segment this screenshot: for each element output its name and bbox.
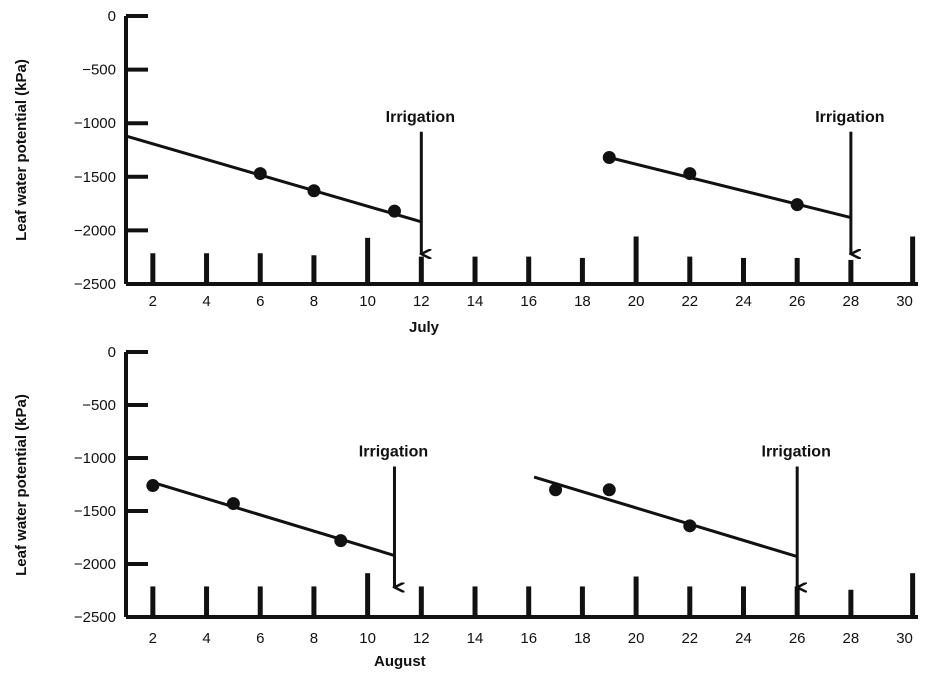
july-day-bar xyxy=(848,259,854,284)
august-data-point xyxy=(602,483,616,497)
august-y-tick-label: −1500 xyxy=(74,503,116,520)
july-data-point xyxy=(683,167,697,181)
august-data-point xyxy=(146,479,160,493)
july-x-tick-label: 6 xyxy=(256,293,264,310)
july-x-tick-label: 8 xyxy=(310,293,318,310)
august-x-tick-label: 24 xyxy=(735,630,752,647)
july-day-bar xyxy=(910,236,916,284)
july-day-bar xyxy=(579,257,585,284)
august-day-bar xyxy=(204,586,210,617)
july-y-tick-label: −1000 xyxy=(74,115,116,132)
august-y-tick-label: −1000 xyxy=(74,450,116,467)
july-data-point xyxy=(387,204,401,218)
august-x-tick-label: 22 xyxy=(681,630,698,647)
august-day-bar xyxy=(311,586,317,617)
july-y-tick-label: −2500 xyxy=(74,276,116,293)
august-data-point xyxy=(334,534,348,548)
august-y-tick-label: −500 xyxy=(82,397,116,414)
july-x-tick-label: 24 xyxy=(735,293,752,310)
august-data-point xyxy=(226,497,240,511)
august-x-tick-label: 10 xyxy=(359,630,376,647)
august-day-bar xyxy=(150,586,156,617)
july-trend-line xyxy=(125,134,422,224)
july-day-bar xyxy=(526,256,532,284)
august-x-tick-label: 14 xyxy=(467,630,484,647)
august-day-bar xyxy=(633,576,639,617)
july-day-bar xyxy=(204,253,210,284)
july-x-axis-title: July xyxy=(409,319,440,336)
august-y-tick-label: 0 xyxy=(108,344,116,361)
july-y-tick-label: −1500 xyxy=(74,169,116,186)
august-x-tick-label: 28 xyxy=(843,630,860,647)
august-day-bar xyxy=(418,586,424,617)
july-day-bar xyxy=(687,256,693,284)
july-x-tick-label: 22 xyxy=(681,293,698,310)
july-x-tick-label: 2 xyxy=(149,293,157,310)
july-x-tick-label: 16 xyxy=(520,293,537,310)
july-y-tick-label: −2000 xyxy=(74,222,116,239)
july-day-bar xyxy=(365,237,371,284)
july-y-tick-label: 0 xyxy=(108,8,116,25)
july-y-tick-label: −500 xyxy=(82,62,116,79)
july-day-bar xyxy=(794,257,800,284)
august-data-point xyxy=(549,483,563,497)
august-irrigation-label: Irrigation xyxy=(762,443,831,460)
august-data-point xyxy=(683,519,697,533)
august-x-tick-label: 20 xyxy=(628,630,645,647)
july-x-tick-label: 30 xyxy=(896,293,913,310)
august-x-tick-label: 4 xyxy=(202,630,210,647)
august-x-tick-label: 12 xyxy=(413,630,430,647)
august-x-tick-label: 6 xyxy=(256,630,264,647)
july-data-point xyxy=(253,167,267,181)
july-data-point xyxy=(790,198,804,212)
july-day-bar xyxy=(311,255,317,284)
august-day-bar xyxy=(579,586,585,617)
july-day-bar xyxy=(257,253,263,284)
august-trend-line xyxy=(152,480,395,557)
august-x-axis-title: August xyxy=(374,653,426,670)
july-day-bar xyxy=(418,256,424,284)
july-day-bar xyxy=(740,257,746,284)
august-day-bar xyxy=(526,586,532,617)
july-x-tick-label: 12 xyxy=(413,293,430,310)
august-y-axis-title: Leaf water potential (kPa) xyxy=(13,394,30,576)
august-day-bar xyxy=(794,586,800,617)
august-irrigation-label: Irrigation xyxy=(359,443,428,460)
august-day-bar xyxy=(365,573,371,617)
august-day-bar xyxy=(848,589,854,617)
july-x-tick-label: 14 xyxy=(467,293,484,310)
august-day-bar xyxy=(257,586,263,617)
july-day-bar xyxy=(472,256,478,284)
july-day-bar xyxy=(633,236,639,284)
august-x-tick-label: 2 xyxy=(149,630,157,647)
july-irrigation-label: Irrigation xyxy=(815,109,884,126)
august-day-bar xyxy=(472,586,478,617)
july-x-tick-label: 10 xyxy=(359,293,376,310)
august-day-bar xyxy=(910,573,916,617)
august-day-bar xyxy=(687,586,693,617)
july-x-tick-label: 26 xyxy=(789,293,806,310)
august-x-tick-label: 18 xyxy=(574,630,591,647)
august-x-tick-label: 16 xyxy=(520,630,537,647)
august-x-tick-label: 26 xyxy=(789,630,806,647)
august-y-tick-label: −2500 xyxy=(74,609,116,626)
august-trend-line xyxy=(533,475,798,559)
july-x-tick-label: 18 xyxy=(574,293,591,310)
july-x-tick-label: 4 xyxy=(202,293,210,310)
july-day-bar xyxy=(150,253,156,284)
july-data-point xyxy=(602,151,616,165)
july-y-axis-title: Leaf water potential (kPa) xyxy=(13,59,30,241)
july-x-tick-label: 28 xyxy=(843,293,860,310)
august-day-bar xyxy=(740,586,746,617)
july-x-tick-label: 20 xyxy=(628,293,645,310)
july-irrigation-label: Irrigation xyxy=(386,109,455,126)
august-y-tick-label: −2000 xyxy=(74,556,116,573)
august-x-tick-label: 30 xyxy=(896,630,913,647)
july-trend-line xyxy=(608,156,852,219)
august-x-tick-label: 8 xyxy=(310,630,318,647)
july-data-point xyxy=(307,184,321,198)
